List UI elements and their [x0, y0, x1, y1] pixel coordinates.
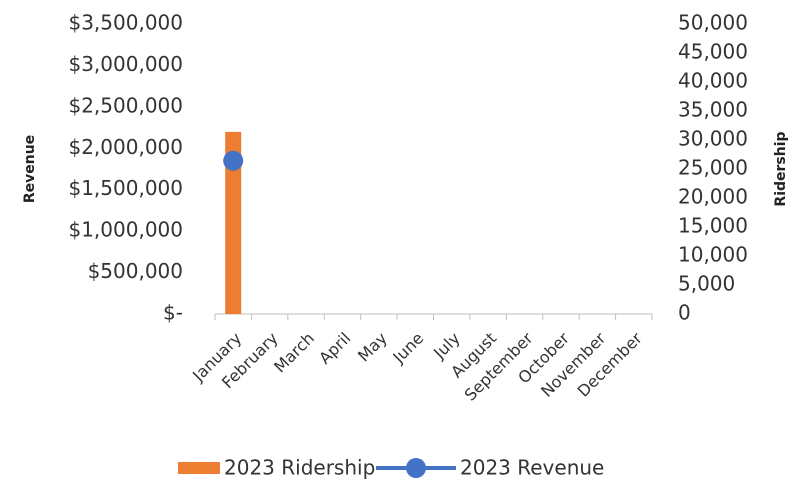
y-tick-label: $3,000,000	[68, 52, 183, 76]
y2-tick-label: 50,000	[678, 11, 748, 35]
y2-axis-title: Ridership	[773, 131, 789, 206]
x-tick-label: June	[389, 329, 428, 368]
y-tick-label: $1,500,000	[68, 176, 183, 200]
legend-label: 2023 Ridership	[224, 456, 375, 480]
x-tick-label: March	[270, 329, 318, 377]
y-tick-label: $1,000,000	[68, 218, 183, 242]
y-tick-label: $500,000	[88, 259, 183, 283]
y2-tick-label: 15,000	[678, 214, 748, 238]
y2-tick-label: 10,000	[678, 243, 748, 267]
bar	[225, 131, 242, 314]
y2-tick-label: 20,000	[678, 185, 748, 209]
y-tick-label: $-	[163, 301, 183, 325]
x-tick-label: May	[354, 329, 391, 366]
y2-tick-label: 0	[678, 301, 691, 325]
x-tick-label: April	[315, 329, 354, 368]
y-axis-title: Revenue	[22, 135, 38, 203]
y2-tick-label: 5,000	[678, 272, 735, 296]
legend-label: 2023 Revenue	[460, 456, 604, 480]
y2-tick-label: 45,000	[678, 40, 748, 64]
y-tick-label: $2,500,000	[68, 93, 183, 117]
y2-tick-label: 40,000	[678, 69, 748, 93]
y2-tick-label: 30,000	[678, 127, 748, 151]
y-tick-label: $3,500,000	[68, 11, 183, 35]
legend-swatch	[406, 458, 426, 478]
y-tick-label: $2,000,000	[68, 135, 183, 159]
marker	[223, 150, 244, 171]
y2-tick-label: 35,000	[678, 98, 748, 122]
legend-swatch	[178, 462, 220, 474]
y2-tick-label: 25,000	[678, 156, 748, 180]
